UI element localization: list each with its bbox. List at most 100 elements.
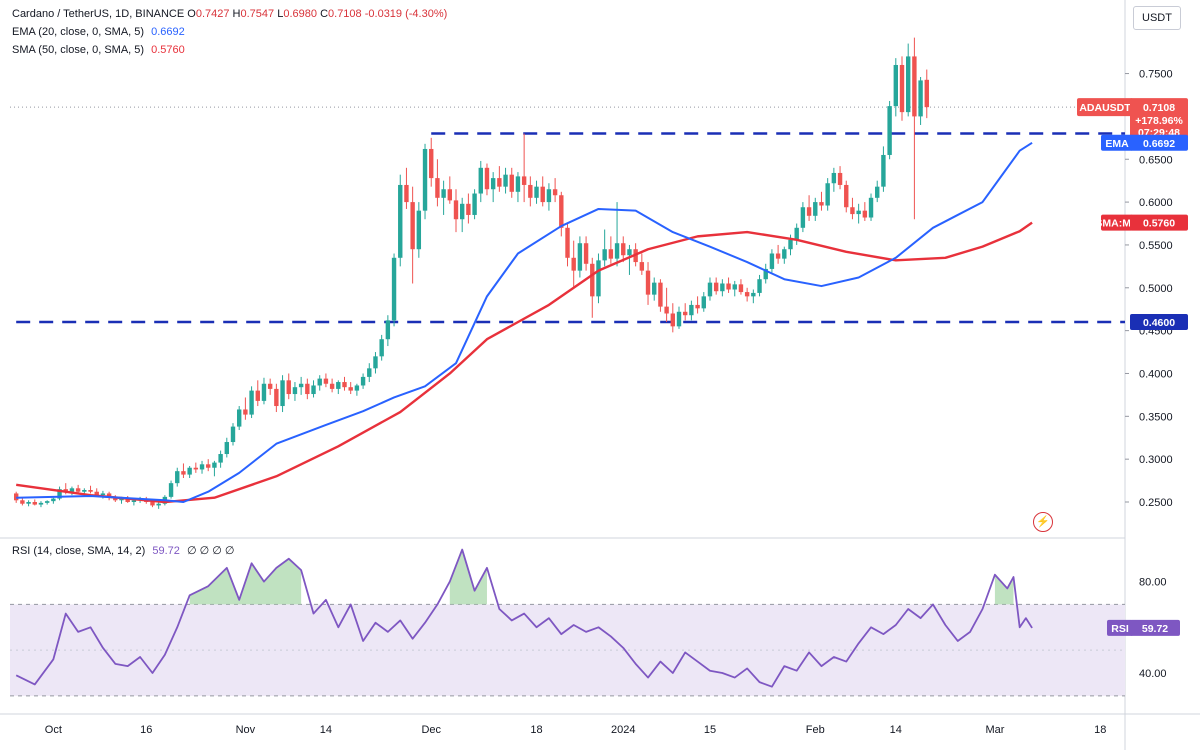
candle-down [565, 227, 570, 258]
rsi-overbought-fill [994, 574, 1014, 605]
ema-legend[interactable]: EMA (20, close, 0, SMA, 5) 0.6692 [12, 26, 185, 38]
candle-down [552, 189, 558, 196]
flash-icon[interactable]: ⚡ [1033, 512, 1053, 532]
candle-up [168, 483, 174, 497]
candle-down [286, 380, 291, 395]
candle-down [484, 167, 490, 190]
level-tag [1130, 314, 1188, 331]
candle-up [887, 106, 892, 155]
candle-up [292, 387, 298, 395]
candle-up [280, 380, 285, 407]
rsi-tag-value: 59.72 [1142, 623, 1168, 635]
candle-down [193, 467, 199, 470]
rsi-legend[interactable]: RSI (14, close, SMA, 14, 2) 59.72 ∅ ∅ ∅ … [12, 544, 234, 557]
candle-down [738, 284, 744, 293]
low-value: 0.6980 [283, 8, 317, 20]
candle-down [348, 387, 353, 391]
candle-up [398, 184, 403, 258]
candle-down [521, 176, 527, 185]
price-tick-label: 0.3500 [1139, 411, 1173, 423]
candle-up [354, 385, 360, 391]
currency-button[interactable]: USDT [1133, 6, 1181, 30]
price-tick-label: 0.6000 [1139, 197, 1173, 209]
candle-down [509, 174, 514, 192]
close-label: C [320, 8, 329, 20]
price-tick-label: 0.2500 [1139, 497, 1173, 509]
rsi-legend-extra: ∅ ∅ ∅ ∅ [186, 545, 235, 557]
candle-up [893, 64, 899, 107]
candle-down [645, 270, 651, 295]
candle-down [899, 64, 905, 113]
ema-legend-label: EMA (20, close, 0, SMA, 5) [12, 26, 145, 38]
candle-down [32, 502, 37, 505]
candle-up [720, 283, 725, 292]
sma-50-line [16, 221, 1033, 504]
candle-up [800, 207, 806, 228]
candle-down [342, 382, 347, 388]
symbol-tag [1077, 98, 1133, 117]
candle-up [69, 488, 75, 492]
open-value: 0.7427 [195, 8, 230, 20]
candle-down [429, 148, 434, 179]
candle-down [819, 202, 824, 206]
candle-down [94, 491, 99, 496]
candle-up [763, 268, 768, 280]
time-tick-label: 18 [1094, 724, 1106, 736]
candle-up [534, 186, 539, 198]
candle-up [360, 376, 366, 386]
candle-up [732, 284, 737, 290]
candle-up [230, 426, 236, 443]
candle-down [621, 243, 626, 256]
candle-down [113, 497, 118, 501]
candle-up [317, 378, 322, 386]
candle-down [862, 210, 868, 218]
candle-up [391, 257, 397, 321]
candle-up [701, 296, 706, 309]
candle-up [689, 304, 694, 316]
candle-up [441, 189, 446, 198]
candle-up [881, 154, 886, 187]
candle-up [596, 260, 601, 297]
sma-legend-value: 0.5760 [151, 44, 185, 56]
time-tick-label: 14 [320, 724, 332, 736]
time-tick-label: 2024 [611, 724, 635, 736]
candle-down [243, 409, 248, 415]
candle-down [447, 189, 453, 201]
candle-up [311, 385, 316, 395]
sma-legend[interactable]: SMA (50, close, 0, SMA, 5) 0.5760 [12, 44, 185, 56]
ma-tag-value: 0.6692 [1143, 138, 1175, 150]
ma-tag [1101, 134, 1133, 151]
candle-down [63, 489, 68, 492]
candle-up [336, 382, 341, 389]
candle-down [639, 262, 645, 271]
candle-down [305, 383, 310, 395]
high-label: H [232, 8, 241, 20]
price-tick-label: 0.5000 [1139, 283, 1173, 295]
candle-down [682, 311, 688, 316]
time-tick-label: 15 [704, 724, 716, 736]
candle-down [181, 471, 186, 475]
price-tick-label: 0.3000 [1139, 454, 1173, 466]
candle-up [856, 210, 861, 215]
sma-legend-label: SMA (50, close, 0, SMA, 5) [12, 44, 145, 56]
candle-down [912, 56, 917, 117]
candle-up [794, 227, 799, 240]
candle-up [175, 471, 180, 484]
candle-up [831, 172, 837, 184]
candle-up [652, 282, 657, 295]
candle-up [224, 442, 230, 455]
high-value: 0.7547 [240, 8, 275, 20]
candle-down [20, 500, 25, 504]
candle-down [404, 184, 409, 203]
ema-20-line [16, 141, 1033, 504]
candle-down [744, 292, 750, 297]
candle-down [497, 178, 502, 187]
candle-down [540, 186, 545, 203]
candle-up [379, 339, 384, 357]
time-tick-label: 14 [890, 724, 902, 736]
symbol-title: Cardano / TetherUS, 1D, BINANCE [12, 8, 185, 20]
candle-down [695, 304, 700, 309]
close-value: 0.7108 [328, 8, 362, 20]
candle-down [608, 249, 614, 259]
